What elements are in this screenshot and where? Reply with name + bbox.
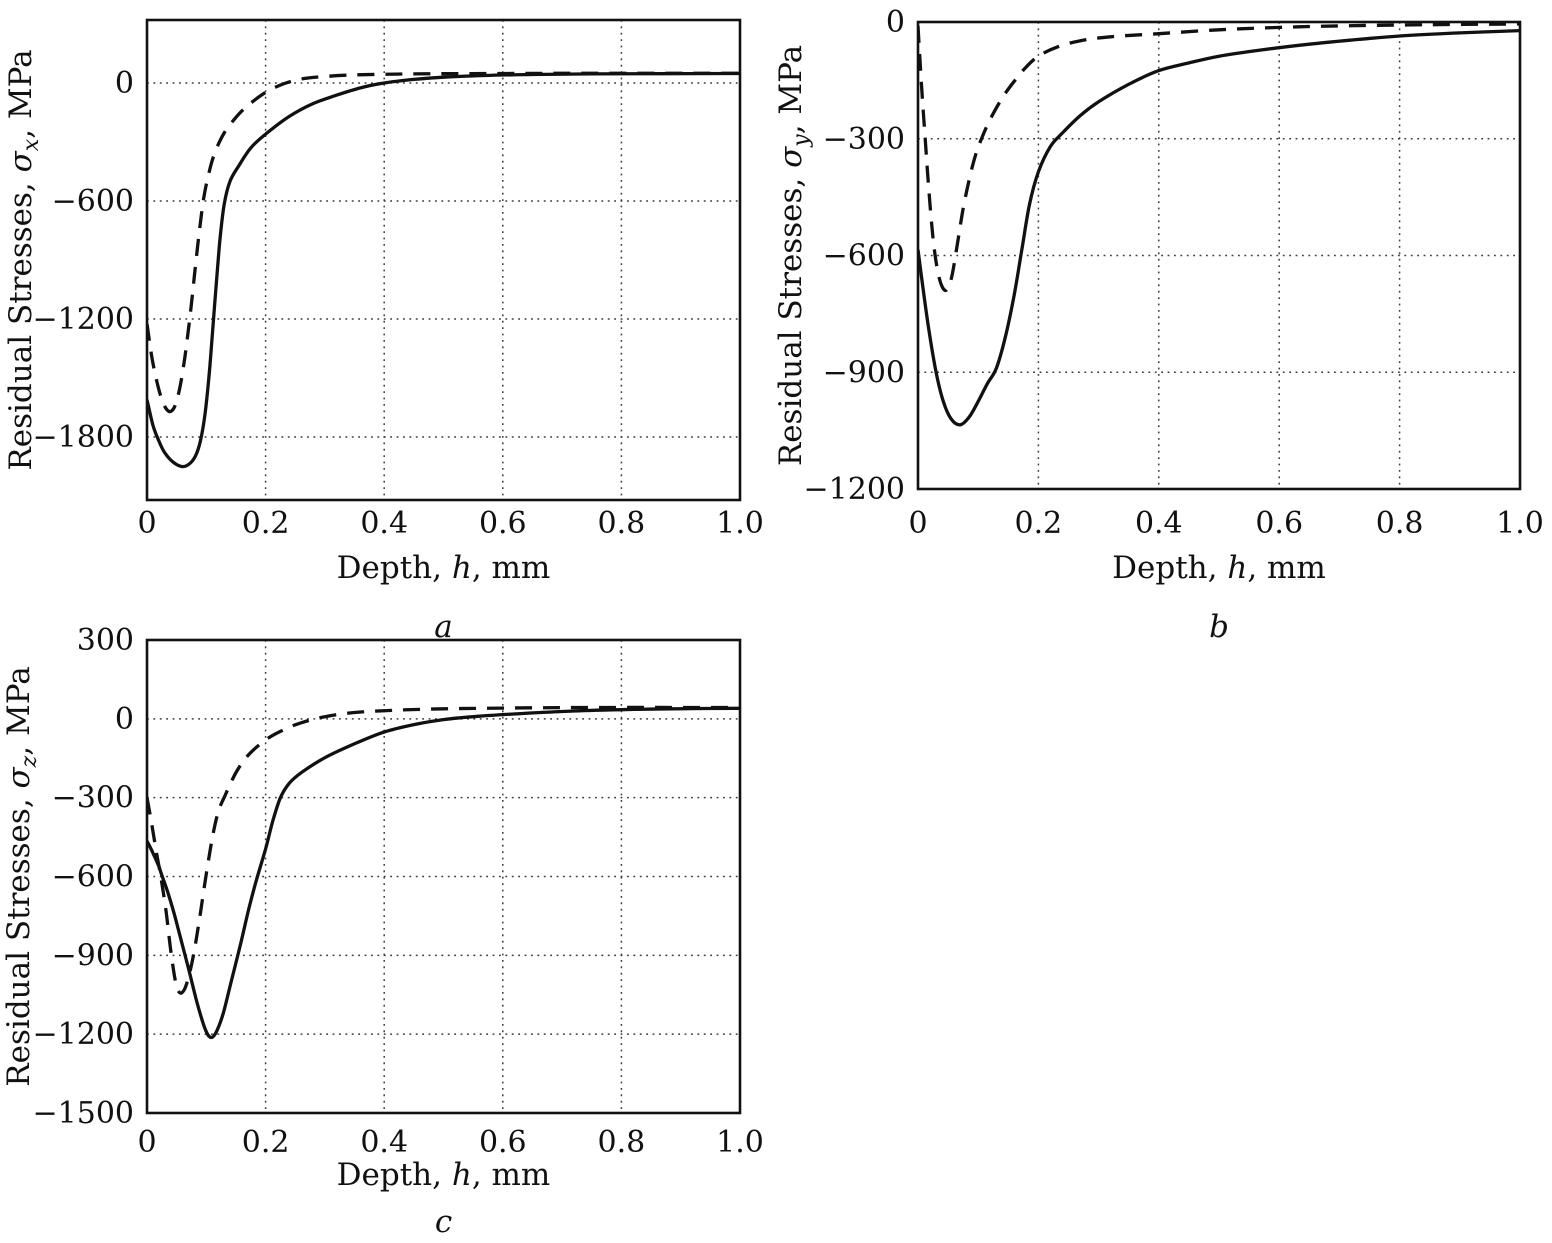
x-tick-label: 1.0	[1496, 506, 1544, 541]
y-tick-label: −600	[823, 239, 905, 274]
x-axis-label: Depth, h, mm	[337, 550, 551, 586]
x-tick-label: 0.8	[1376, 506, 1424, 541]
dashed-curve	[918, 22, 1520, 293]
dashed-curve	[147, 705, 740, 995]
subplot-letter: c	[435, 1204, 452, 1240]
x-tick-label: 0.2	[242, 506, 290, 541]
subplot-letter: a	[434, 609, 452, 645]
x-tick-label: 0.4	[1135, 506, 1183, 541]
x-tick-label: 0.6	[1255, 506, 1303, 541]
y-tick-label: −1200	[33, 1017, 134, 1052]
x-tick-label: 0	[908, 506, 927, 541]
solid-curve	[918, 28, 1520, 427]
x-tick-label: 0.2	[1015, 506, 1063, 541]
y-tick-label: −300	[52, 781, 134, 816]
x-tick-label: 0.2	[242, 1125, 290, 1160]
axes-box	[916, 20, 1522, 491]
solid-curve	[147, 71, 740, 469]
y-axis-label: Residual Stresses, σx, MPa	[3, 49, 44, 470]
y-tick-label: −900	[52, 938, 134, 973]
y-tick-label: 300	[77, 623, 134, 658]
x-tick-label: 0.8	[598, 506, 646, 541]
y-tick-label: −1200	[33, 302, 134, 337]
dashed-curve	[147, 71, 740, 414]
subplot-b: 0 0.2 0.4 0.6 0.8 1.0 0 −300 −600 −900 −1200 Depth,…	[773, 5, 1544, 645]
y-tick-label: −300	[823, 122, 905, 157]
y-tick-label: 0	[115, 66, 134, 101]
y-tick-label: −600	[52, 184, 134, 219]
subplot-c: 0 0.2 0.4 0.6 0.8 1.0 300 0 −300 −600 −900 −1200 −15…	[1, 623, 764, 1240]
x-tick-label: 1.0	[716, 1125, 764, 1160]
y-tick-label: 0	[115, 702, 134, 737]
x-tick-label: 0.8	[598, 1125, 646, 1160]
x-tick-label: 0.6	[479, 506, 527, 541]
y-tick-label: −900	[823, 355, 905, 390]
axes-box	[145, 18, 742, 502]
y-tick-label: −1500	[33, 1096, 134, 1131]
x-axis-label: Depth, h, mm	[337, 1157, 551, 1193]
x-tick-label: 0	[137, 1125, 156, 1160]
x-tick-label: 1.0	[716, 506, 764, 541]
y-axis-label: Residual Stresses, σz, MPa	[1, 666, 42, 1086]
axes-box	[145, 638, 742, 1115]
y-axis-label: Residual Stresses, σy, MPa	[773, 45, 814, 466]
y-tick-label: −1800	[33, 420, 134, 455]
x-tick-label: 0.4	[360, 1125, 408, 1160]
x-tick-label: 0.6	[479, 1125, 527, 1160]
y-tick-label: −1200	[804, 472, 905, 507]
solid-curve	[147, 706, 740, 1040]
x-tick-label: 0	[137, 506, 156, 541]
y-tick-label: −600	[52, 860, 134, 895]
subplot-letter: b	[1209, 609, 1229, 645]
x-tick-label: 0.4	[360, 506, 408, 541]
x-axis-label: Depth, h, mm	[1112, 550, 1326, 586]
subplot-a: 0 0.2 0.4 0.6 0.8 1.0 0 −600 −1200 −1800 Depth, h,…	[3, 18, 764, 645]
y-tick-label: 0	[886, 5, 905, 40]
